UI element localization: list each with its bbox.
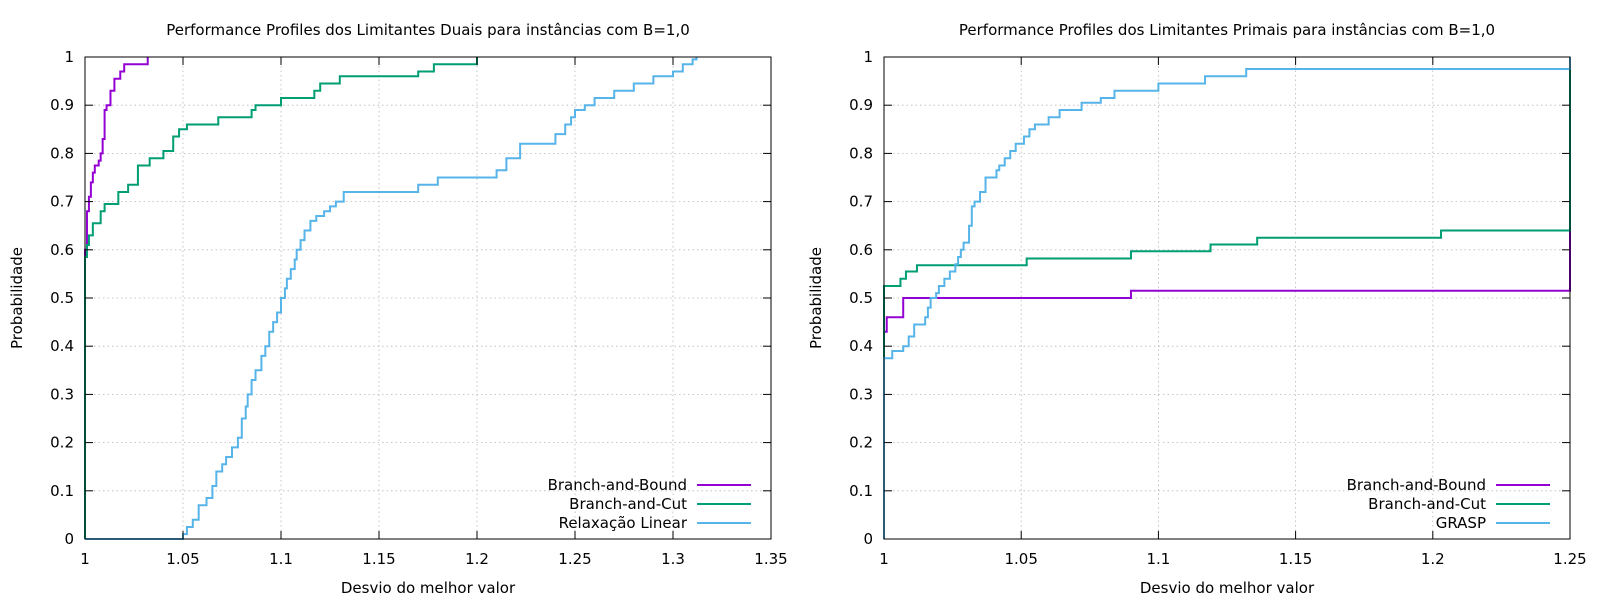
chart-title: Performance Profiles dos Limitantes Prim… xyxy=(959,21,1495,39)
x-tick-label: 1.2 xyxy=(465,550,489,568)
legend-item: Relaxação Linear xyxy=(559,514,751,532)
legend: Branch-and-BoundBranch-and-CutRelaxação … xyxy=(548,476,751,532)
series-group xyxy=(84,57,698,540)
chart-panel-1: 0 0.1 0.2 0.3 0.4 0.5 0.6 0.7 0.8 0.9 1 1 1.05 1.1 1.1… xyxy=(8,21,788,597)
chart-title: Performance Profiles dos Limitantes Duai… xyxy=(166,21,690,39)
series-group xyxy=(883,57,1571,539)
x-tick-label: 1.15 xyxy=(362,550,395,568)
series-line-branch-and-cut xyxy=(84,57,478,539)
x-tick-label: 1.05 xyxy=(166,550,199,568)
y-tick-label: 0.2 xyxy=(50,434,74,452)
y-tick-label: 0.2 xyxy=(849,434,873,452)
y-tick-label: 0.4 xyxy=(849,337,873,355)
x-tick-label: 1 xyxy=(80,550,90,568)
legend-item: Branch-and-Cut xyxy=(1368,495,1550,513)
y-tick-label: 0.8 xyxy=(849,144,873,162)
grid xyxy=(884,57,1570,539)
x-tick-label: 1.3 xyxy=(661,550,685,568)
y-tick-label: 0.9 xyxy=(849,96,873,114)
y-tick-label: 0.3 xyxy=(849,385,873,403)
series-line-branch-and-bound xyxy=(883,57,1571,539)
legend-item: Branch-and-Bound xyxy=(548,476,751,494)
legend-label: GRASP xyxy=(1436,514,1486,532)
legend-label: Relaxação Linear xyxy=(559,514,688,532)
series-line-relaxa-o-linear xyxy=(85,57,698,540)
x-tick-label: 1.15 xyxy=(1279,550,1312,568)
y-tick-label: 1 xyxy=(863,48,873,66)
y-tick-label: 0.5 xyxy=(849,289,873,307)
legend-label: Branch-and-Cut xyxy=(569,495,687,513)
legend-label: Branch-and-Cut xyxy=(1368,495,1486,513)
legend-label: Branch-and-Bound xyxy=(548,476,687,494)
legend-item: Branch-and-Bound xyxy=(1347,476,1550,494)
y-tick-label: 0 xyxy=(64,530,74,548)
series-line-grasp xyxy=(883,57,1571,539)
y-tick-label: 0.3 xyxy=(50,385,74,403)
y-tick-label: 0.5 xyxy=(50,289,74,307)
y-axis-label: Probabilidade xyxy=(8,247,26,349)
x-tick-label: 1 xyxy=(879,550,889,568)
y-tick-label: 0 xyxy=(863,530,873,548)
x-tick-label: 1.1 xyxy=(1146,550,1170,568)
series-line-branch-and-cut xyxy=(883,57,1571,539)
y-tick-label: 0.6 xyxy=(50,241,74,259)
y-tick-label: 1 xyxy=(64,48,74,66)
x-axis-label: Desvio do melhor valor xyxy=(341,579,516,597)
y-tick-label: 0.9 xyxy=(50,96,74,114)
y-tick-label: 0.7 xyxy=(50,193,74,211)
chart-panel-2: 0 0.1 0.2 0.3 0.4 0.5 0.6 0.7 0.8 0.9 1 1 1.05 1.1 1.1… xyxy=(807,21,1587,597)
series-line-branch-and-bound xyxy=(84,57,149,539)
y-tick-label: 0.6 xyxy=(849,241,873,259)
y-axis-label: Probabilidade xyxy=(807,247,825,349)
legend-item: Branch-and-Cut xyxy=(569,495,751,513)
x-tick-label: 1.05 xyxy=(1004,550,1037,568)
x-tick-label: 1.35 xyxy=(754,550,787,568)
y-tick-label: 0.8 xyxy=(50,144,74,162)
x-axis-label: Desvio do melhor valor xyxy=(1140,579,1315,597)
y-tick-label: 0.1 xyxy=(50,482,74,500)
legend-label: Branch-and-Bound xyxy=(1347,476,1486,494)
legend-item: GRASP xyxy=(1436,514,1550,532)
x-tick-label: 1.1 xyxy=(269,550,293,568)
y-tick-label: 0.7 xyxy=(849,193,873,211)
x-tick-label: 1.25 xyxy=(558,550,591,568)
y-tick-label: 0.4 xyxy=(50,337,74,355)
grid xyxy=(85,57,771,539)
x-tick-label: 1.25 xyxy=(1553,550,1586,568)
y-tick-label: 0.1 xyxy=(849,482,873,500)
x-tick-label: 1.2 xyxy=(1421,550,1445,568)
